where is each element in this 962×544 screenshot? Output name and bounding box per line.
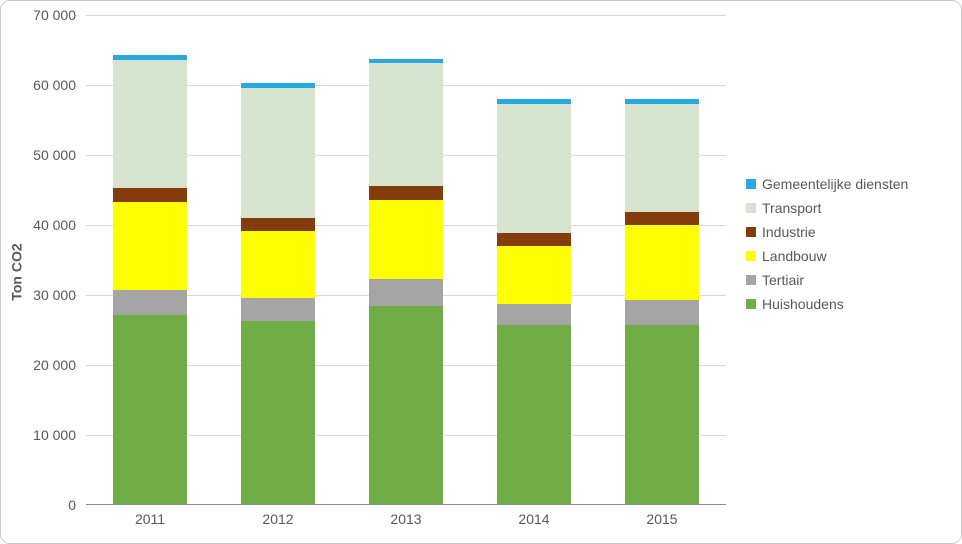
- bar-segment: [625, 225, 699, 301]
- bar-segment: [369, 186, 443, 199]
- y-tick-label: 70 000: [6, 7, 76, 23]
- bar-segment: [497, 325, 571, 504]
- x-tick-label: 2014: [518, 511, 549, 527]
- bar-2015: [625, 99, 699, 504]
- bar-segment: [497, 233, 571, 246]
- legend: Gemeentelijke diensten Transport Industrie…: [746, 176, 908, 320]
- legend-item: Gemeentelijke diensten: [746, 176, 908, 192]
- legend-swatch: [746, 179, 756, 189]
- legend-swatch: [746, 275, 756, 285]
- y-tick-label: 20 000: [6, 357, 76, 373]
- y-tick-label: 10 000: [6, 427, 76, 443]
- bar-2011: [113, 55, 187, 504]
- bar-segment: [369, 306, 443, 504]
- bar-segment: [241, 298, 315, 321]
- bar-2014: [497, 99, 571, 504]
- bar-segment: [497, 246, 571, 304]
- bar-segment: [497, 304, 571, 325]
- legend-label: Tertiair: [762, 272, 804, 288]
- y-tick-label: 40 000: [6, 217, 76, 233]
- y-tick-label: 0: [6, 497, 76, 513]
- bar-segment: [241, 231, 315, 298]
- bar-segment: [625, 104, 699, 213]
- bar-segment: [241, 88, 315, 219]
- bar-segment: [625, 325, 699, 504]
- bar-segment: [113, 60, 187, 188]
- bar-segment: [369, 279, 443, 306]
- legend-label: Industrie: [762, 224, 816, 240]
- bar-segment: [369, 200, 443, 279]
- legend-label: Landbouw: [762, 248, 827, 264]
- x-tick-label: 2013: [390, 511, 421, 527]
- legend-item: Transport: [746, 200, 908, 216]
- legend-label: Huishoudens: [762, 296, 844, 312]
- legend-item: Tertiair: [746, 272, 908, 288]
- bar-2012: [241, 83, 315, 504]
- legend-label: Transport: [762, 200, 821, 216]
- x-tick-label: 2015: [646, 511, 677, 527]
- legend-label: Gemeentelijke diensten: [762, 176, 908, 192]
- co2-stacked-bar-chart: Ton CO2 Gemeentelijke dienstenTransportI…: [0, 0, 962, 544]
- y-tick-label: 50 000: [6, 147, 76, 163]
- plot-area: [86, 15, 726, 505]
- bar-segment: [241, 321, 315, 504]
- gridline: [86, 15, 726, 16]
- bar-segment: [497, 104, 571, 234]
- bar-segment: [241, 218, 315, 231]
- bar-segment: [113, 315, 187, 504]
- legend-swatch: [746, 299, 756, 309]
- bar-segment: [625, 300, 699, 325]
- legend-item: Huishoudens: [746, 296, 908, 312]
- bar-segment: [113, 188, 187, 201]
- legend-swatch: [746, 203, 756, 213]
- bar-segment: [113, 290, 187, 315]
- legend-swatch: [746, 251, 756, 261]
- x-tick-label: 2011: [135, 511, 165, 527]
- legend-item: Landbouw: [746, 248, 908, 264]
- bar-segment: [625, 212, 699, 225]
- x-tick-label: 2012: [262, 511, 293, 527]
- y-tick-label: 60 000: [6, 77, 76, 93]
- bar-segment: [369, 63, 443, 186]
- bar-segment: [113, 202, 187, 290]
- y-tick-label: 30 000: [6, 287, 76, 303]
- bar-2013: [369, 59, 443, 504]
- legend-item: Industrie: [746, 224, 908, 240]
- legend-swatch: [746, 227, 756, 237]
